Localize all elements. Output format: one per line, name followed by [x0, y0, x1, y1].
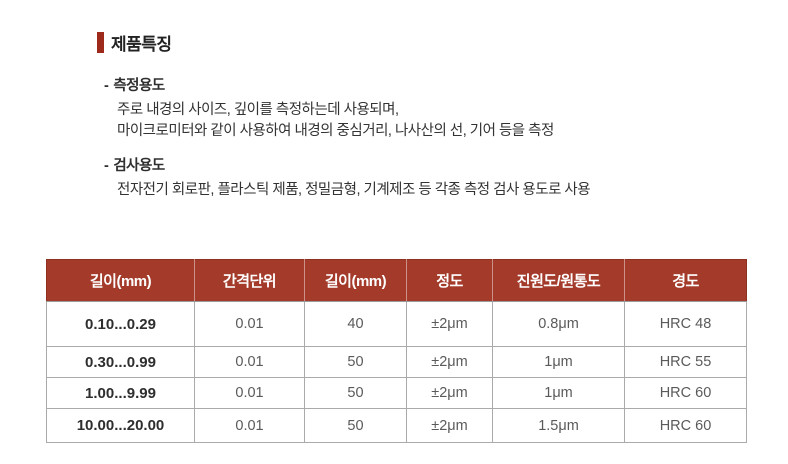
dash-bullet: -	[104, 158, 109, 174]
table-row: 1.00...9.99 0.01 50 ±2μm 1μm HRC 60	[46, 377, 747, 409]
cell-step-unit: 0.01	[194, 377, 305, 409]
cell-length-range: 0.10...0.29	[46, 301, 195, 347]
cell-length: 50	[304, 346, 407, 378]
cell-length-range: 1.00...9.99	[46, 377, 195, 409]
cell-step-unit: 0.01	[194, 346, 305, 378]
cell-step-unit: 0.01	[194, 408, 305, 443]
cell-length: 50	[304, 377, 407, 409]
dash-bullet: -	[104, 78, 109, 94]
section-heading-text: 측정용도	[113, 78, 165, 94]
table-header-row: 길이(mm) 간격단위 길이(mm) 정도 진원도/원통도 경도	[46, 259, 747, 302]
header-cell-roundness: 진원도/원통도	[492, 259, 625, 302]
table-row: 10.00...20.00 0.01 50 ±2μm 1.5μm HRC 60	[46, 408, 747, 443]
section-line: 전자전기 회로판, 플라스틱 제품, 정밀금형, 기계제조 등 각종 측정 검사…	[117, 182, 591, 198]
cell-hardness: HRC 60	[624, 377, 747, 409]
cell-accuracy: ±2μm	[406, 346, 493, 378]
spec-table-container: 길이(mm) 간격단위 길이(mm) 정도 진원도/원통도 경도 0.10...…	[46, 259, 747, 443]
cell-roundness: 1μm	[492, 346, 625, 378]
cell-roundness: 1μm	[492, 377, 625, 409]
section-heading: - 측정용도	[104, 74, 554, 95]
cell-accuracy: ±2μm	[406, 377, 493, 409]
section-measurement-use: - 측정용도 주로 내경의 사이즈, 깊이를 측정하는데 사용되며, 마이크로미터…	[104, 74, 554, 142]
cell-roundness: 0.8μm	[492, 301, 625, 347]
cell-hardness: HRC 48	[624, 301, 747, 347]
cell-hardness: HRC 60	[624, 408, 747, 443]
page-title-row: 제품특징	[97, 30, 172, 55]
cell-accuracy: ±2μm	[406, 408, 493, 443]
section-line: 마이크로미터와 같이 사용하여 내경의 중심거리, 나사산의 선, 기어 등을 …	[117, 123, 554, 139]
cell-length-range: 0.30...0.99	[46, 346, 195, 378]
header-cell-step-unit: 간격단위	[194, 259, 305, 302]
header-cell-length-range: 길이(mm)	[46, 259, 195, 302]
cell-accuracy: ±2μm	[406, 301, 493, 347]
section-line: 주로 내경의 사이즈, 깊이를 측정하는데 사용되며,	[117, 102, 399, 118]
spec-table: 길이(mm) 간격단위 길이(mm) 정도 진원도/원통도 경도 0.10...…	[46, 259, 747, 443]
cell-step-unit: 0.01	[194, 301, 305, 347]
page-title: 제품특징	[111, 35, 172, 54]
cell-length-range: 10.00...20.00	[46, 408, 195, 443]
table-row: 0.30...0.99 0.01 50 ±2μm 1μm HRC 55	[46, 346, 747, 378]
cell-length: 40	[304, 301, 407, 347]
section-heading-text: 검사용도	[113, 158, 165, 174]
section-heading: - 검사용도	[104, 154, 590, 175]
header-cell-hardness: 경도	[624, 259, 747, 302]
table-row: 0.10...0.29 0.01 40 ±2μm 0.8μm HRC 48	[46, 301, 747, 347]
cell-length: 50	[304, 408, 407, 443]
header-cell-length: 길이(mm)	[304, 259, 407, 302]
cell-hardness: HRC 55	[624, 346, 747, 378]
section-inspection-use: - 검사용도 전자전기 회로판, 플라스틱 제품, 정밀금형, 기계제조 등 각종…	[104, 154, 591, 201]
title-accent-bar	[97, 32, 104, 53]
cell-roundness: 1.5μm	[492, 408, 625, 443]
header-cell-accuracy: 정도	[406, 259, 493, 302]
